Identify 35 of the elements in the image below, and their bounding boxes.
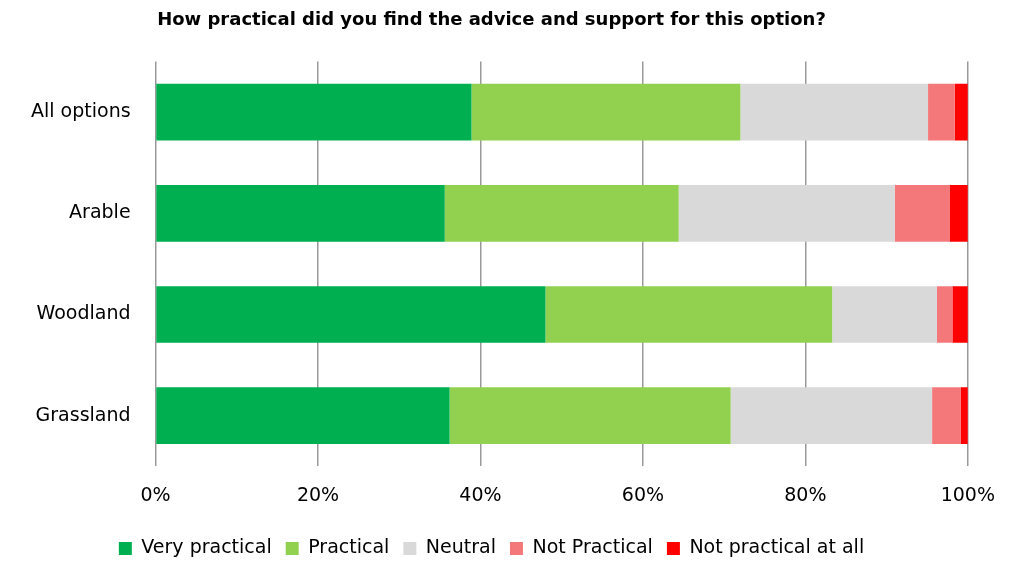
bar bbox=[954, 83, 968, 141]
x-tick-label: 60% bbox=[621, 482, 665, 505]
bar bbox=[928, 83, 955, 141]
bar bbox=[156, 286, 546, 343]
bar bbox=[449, 387, 731, 444]
bar bbox=[832, 286, 937, 343]
x-tick-label: 100% bbox=[940, 482, 995, 505]
y-tick-label: Arable bbox=[69, 200, 131, 223]
chart-title: How practical did you find the advice and support for this option? bbox=[157, 8, 826, 30]
x-tick-label: 20% bbox=[296, 482, 340, 505]
bar bbox=[156, 387, 450, 444]
bar bbox=[952, 286, 968, 343]
bar bbox=[471, 83, 741, 141]
bar bbox=[156, 185, 445, 242]
bar bbox=[678, 185, 895, 242]
bar bbox=[730, 387, 933, 444]
bar bbox=[740, 83, 929, 141]
x-tick-label: 0% bbox=[140, 482, 171, 505]
legend-label: Very practical bbox=[141, 535, 272, 558]
legend-label: Not Practical bbox=[532, 535, 653, 558]
legend-label: Neutral bbox=[425, 535, 496, 558]
x-tick-label: 80% bbox=[784, 482, 827, 505]
bar bbox=[949, 185, 968, 242]
x-tick-label: 40% bbox=[459, 482, 502, 505]
legend-label: Practical bbox=[308, 535, 390, 558]
bar bbox=[936, 286, 953, 343]
bar bbox=[444, 185, 679, 242]
bar bbox=[156, 83, 472, 141]
y-tick-label: Grassland bbox=[35, 402, 131, 425]
bar bbox=[932, 387, 961, 444]
bar bbox=[545, 286, 833, 343]
legend-label: Not practical at all bbox=[689, 535, 865, 558]
bar bbox=[894, 185, 950, 242]
y-tick-label: Woodland bbox=[36, 301, 131, 324]
y-tick-label: All options bbox=[31, 99, 131, 122]
